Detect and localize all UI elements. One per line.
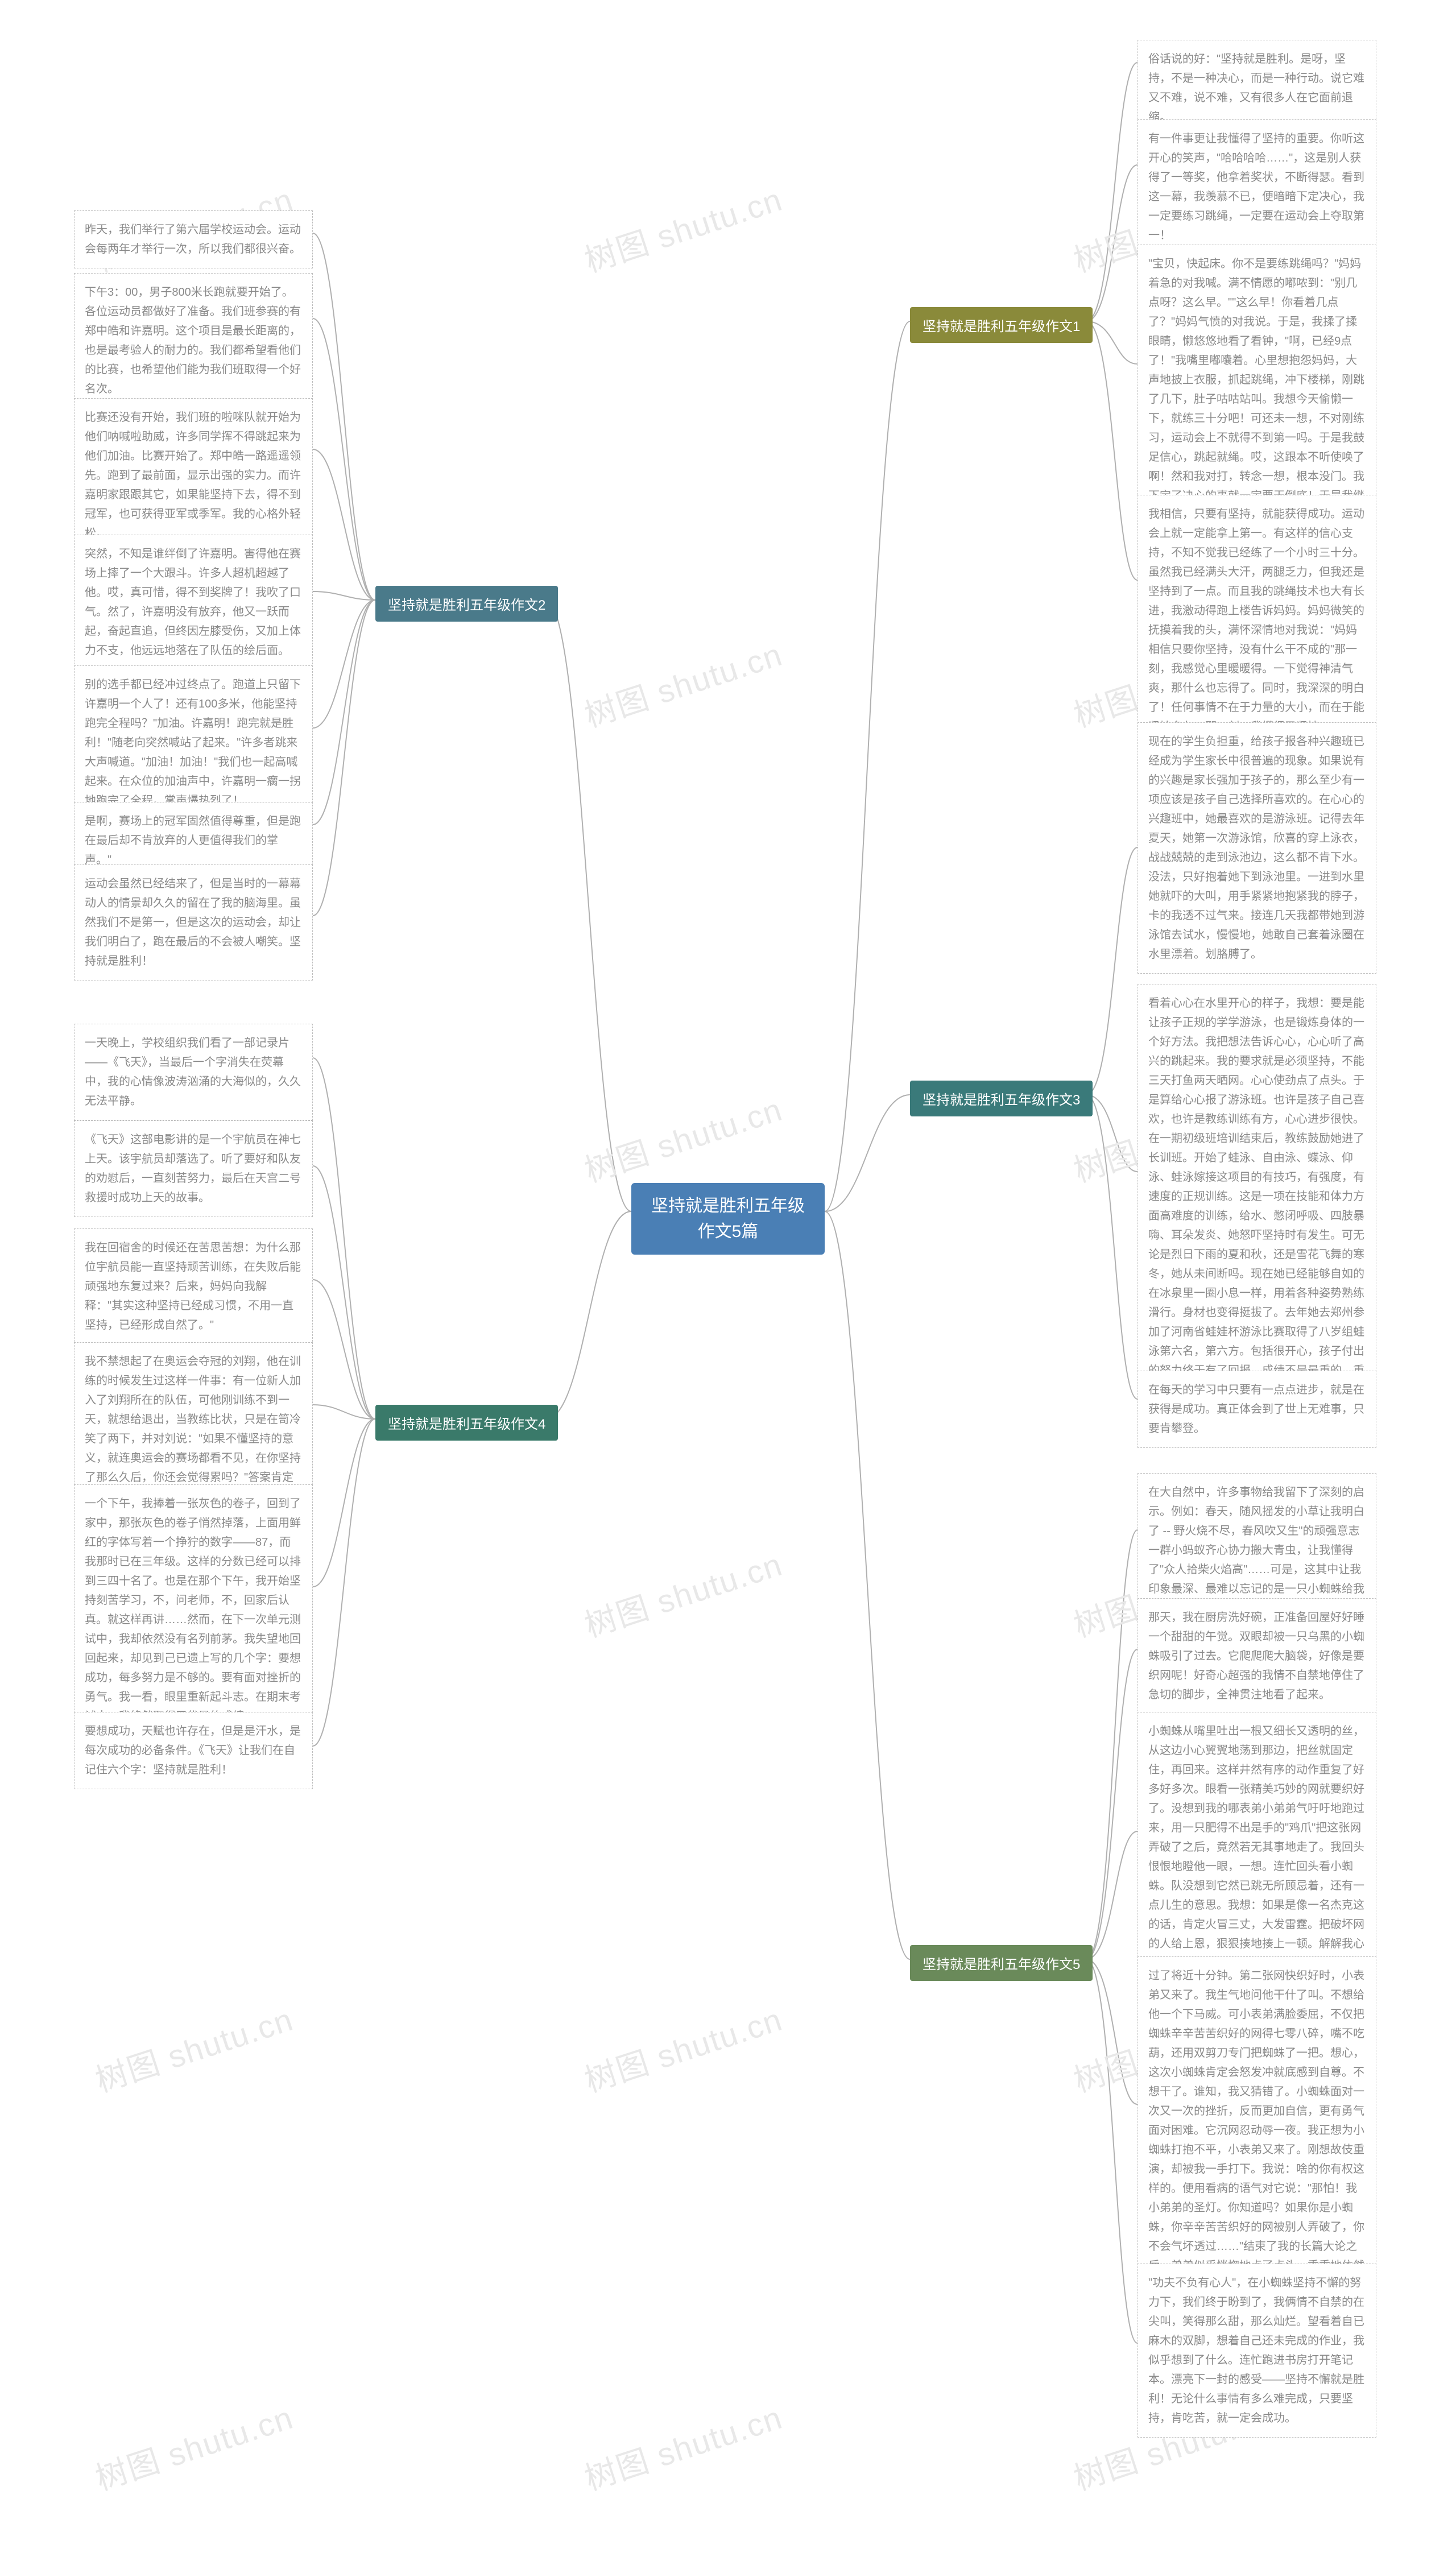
leaf-b2-4: 别的选手都已经冲过终点了。跑道上只留下许嘉明一个人了！还有100多米，他能坚持跑… bbox=[74, 665, 313, 820]
leaf-b3-0: 现在的学生负担重，给孩子报各种兴趣班已经成为学生家长中很普遍的现象。如果说有的兴… bbox=[1138, 722, 1376, 974]
watermark: 树图 shutu.cn bbox=[578, 1084, 788, 1191]
leaf-b1-2: "宝贝，快起床。你不是要练跳绳吗？"妈妈着急的对我喊。满不情愿的嘟哝到："别几点… bbox=[1138, 245, 1376, 535]
branch-b5[interactable]: 坚持就是胜利五年级作文5 bbox=[910, 1945, 1093, 1981]
watermark: 树图 shutu.cn bbox=[578, 174, 788, 282]
leaf-b4-0: 一天晚上，学校组织我们看了一部记录片——《飞天》，当最后一个字消失在荧幕中，我的… bbox=[74, 1024, 313, 1120]
center-node: 坚持就是胜利五年级作文5篇 bbox=[631, 1183, 825, 1255]
leaf-b1-3: 我相信，只要有坚持，就能获得成功。运动会上就一定能拿上第一。有这样的信心支持，不… bbox=[1138, 495, 1376, 746]
leaf-b2-6: 运动会虽然已经结来了，但是当时的一幕幕动人的情景却久久的留在了我的脑海里。虽然我… bbox=[74, 864, 313, 980]
leaf-b5-1: 那天，我在厨房洗好碗，正准备回屋好好睡一个甜甜的午觉。双眼却被一只乌黑的小蜘蛛吸… bbox=[1138, 1598, 1376, 1714]
branch-b2[interactable]: 坚持就是胜利五年级作文2 bbox=[375, 586, 558, 622]
branch-b3[interactable]: 坚持就是胜利五年级作文3 bbox=[910, 1081, 1093, 1116]
leaf-b5-3: 过了将近十分钟。第二张网快织好时，小表弟又来了。我生气地问他干什了叫。不想给他一… bbox=[1138, 1956, 1376, 2305]
leaf-b4-1: 《飞天》这部电影讲的是一个宇航员在神七上天。该宇航员却落选了。听了要好和队友的劝… bbox=[74, 1120, 313, 1217]
leaf-b2-2: 比赛还没有开始，我们班的啦咪队就开始为他们呐喊啦助威，许多同学挥不得跳起来为他们… bbox=[74, 398, 313, 553]
leaf-b5-2: 小蜘蛛从嘴里吐出一根又细长又透明的丝，从这边小心翼翼地荡到那边，把丝就固定住，再… bbox=[1138, 1712, 1376, 1983]
leaf-b5-4: "功夫不负有心人"，在小蜘蛛坚持不懈的努力下，我们终于盼到了，我俩情不自禁的在尖… bbox=[1138, 2264, 1376, 2438]
watermark: 树图 shutu.cn bbox=[578, 629, 788, 737]
watermark: 树图 shutu.cn bbox=[89, 1994, 299, 2101]
watermark: 树图 shutu.cn bbox=[578, 1994, 788, 2101]
leaf-b1-1: 有一件事更让我懂得了坚持的重要。你听这开心的笑声，"哈哈哈哈……"，这是别人获得… bbox=[1138, 119, 1376, 255]
leaf-b2-1: 下午3：00，男子800米长跑就要开始了。各位运动员都做好了准备。我们班参赛的有… bbox=[74, 273, 313, 408]
leaf-b2-3: 突然，不知是谁绊倒了许嘉明。害得他在赛场上摔了一个大跟斗。许多人超机超越了他。哎… bbox=[74, 535, 313, 670]
branch-b4[interactable]: 坚持就是胜利五年级作文4 bbox=[375, 1405, 558, 1441]
watermark: 树图 shutu.cn bbox=[578, 1539, 788, 1646]
watermark: 树图 shutu.cn bbox=[89, 2392, 299, 2500]
leaf-b3-1: 看着心心在水里开心的样子，我想：要是能让孩子正规的学学游泳，也是锻炼身体的一个好… bbox=[1138, 984, 1376, 1429]
branch-b1[interactable]: 坚持就是胜利五年级作文1 bbox=[910, 307, 1093, 343]
leaf-b4-2: 我在回宿舍的时候还在苦思苦想：为什么那位宇航员能一直坚持顽苦训练，在失败后能顽强… bbox=[74, 1228, 313, 1344]
leaf-b4-5: 要想成功，天赋也许存在，但是是汗水，是每次成功的必备条件。《飞天》让我们在自记住… bbox=[74, 1712, 313, 1789]
leaf-b3-2: 在每天的学习中只要有一点点进步，就是在获得是成功。真正体会到了世上无难事，只要肯… bbox=[1138, 1371, 1376, 1448]
leaf-b4-4: 一个下午，我捧着一张灰色的卷子，回到了家中，那张灰色的卷子悄然掉落，上面用鲜红的… bbox=[74, 1484, 313, 1736]
watermark: 树图 shutu.cn bbox=[578, 2392, 788, 2500]
leaf-b2-0: 昨天，我们举行了第六届学校运动会。运动会每两年才举行一次，所以我们都很兴奋。 bbox=[74, 210, 313, 268]
